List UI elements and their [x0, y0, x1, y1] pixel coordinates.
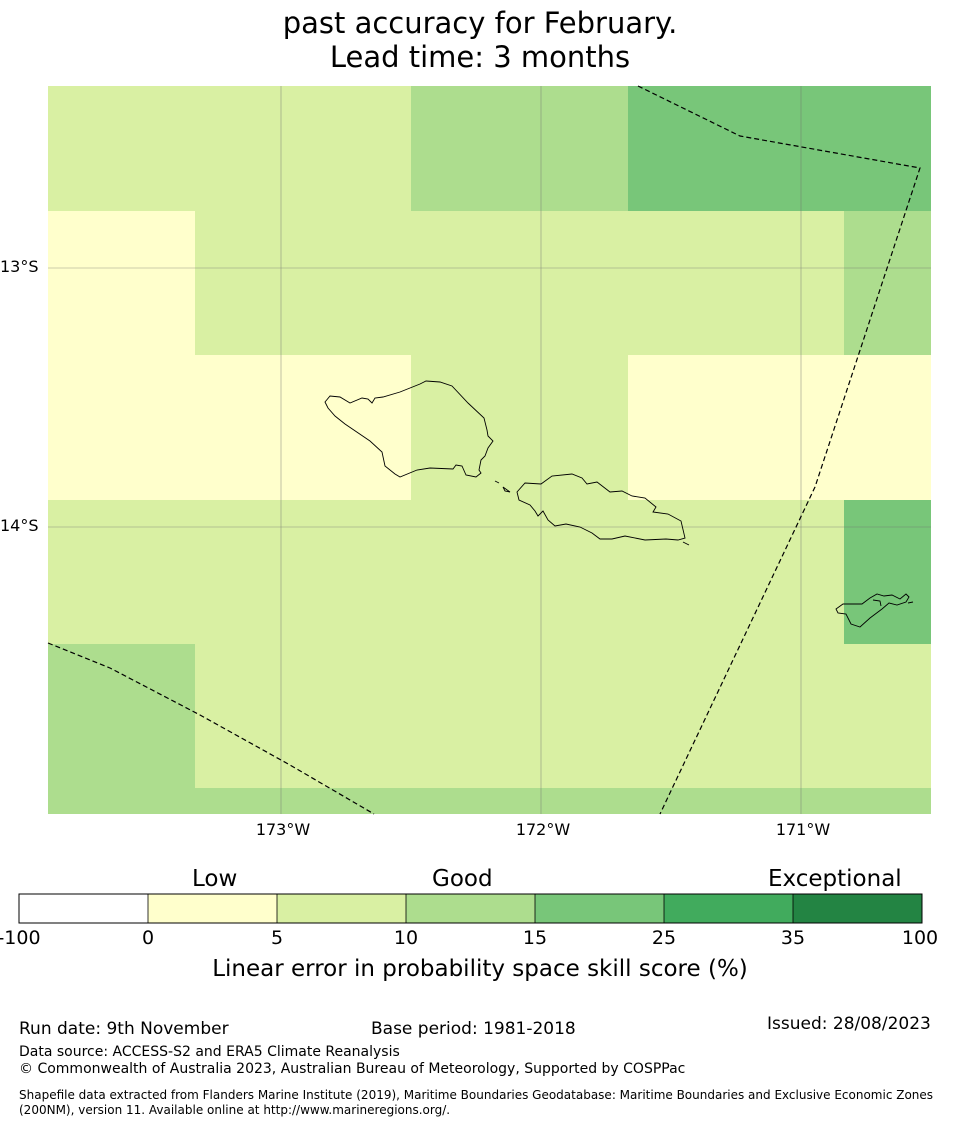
colorbar-tick: 15	[522, 927, 548, 949]
grid-cell	[411, 355, 628, 500]
grid-cell	[628, 86, 931, 211]
grid-cell	[48, 500, 844, 644]
lon-label-173w: 173°W	[255, 820, 311, 839]
grid-cell	[411, 86, 628, 211]
colorbar-tick: 100	[901, 927, 939, 949]
colorbar-tick: 35	[780, 927, 806, 949]
grid-cell	[844, 211, 931, 355]
grid-cell	[195, 644, 931, 788]
grid-cell	[48, 644, 195, 788]
lat-label-14s: 14°S	[0, 516, 39, 535]
colorbar-title: Linear error in probability space skill …	[212, 956, 748, 982]
colorbar-segment	[277, 894, 406, 923]
coastline	[324, 380, 914, 628]
grid-cell	[844, 500, 931, 644]
colorbar-category-good: Good	[432, 866, 493, 892]
skill-grid	[48, 86, 931, 814]
colorbar-segment	[535, 894, 664, 923]
colorbar-segment	[148, 894, 277, 923]
lon-label-172w: 172°W	[515, 820, 571, 839]
map-title-line-2: Lead time: 3 months	[329, 40, 631, 74]
graticule	[48, 86, 931, 814]
lat-label-13s: 13°S	[0, 257, 39, 276]
colorbar-tick: -100	[0, 927, 41, 949]
eez-boundary	[47, 85, 921, 815]
colorbar-tick: 25	[651, 927, 677, 949]
base-period: Base period: 1981-2018	[371, 1019, 576, 1039]
savaii-island	[324, 380, 494, 478]
colorbar-segment	[19, 894, 148, 923]
grid-cell	[48, 86, 411, 211]
colorbar-category-exceptional: Exceptional	[768, 866, 902, 892]
colorbar-tick: 10	[393, 927, 419, 949]
data-source: Data source: ACCESS-S2 and ERA5 Climate …	[19, 1044, 400, 1060]
colorbar-tick: 0	[141, 927, 155, 949]
shapefile-credit: Shapefile data extracted from Flanders M…	[19, 1088, 934, 1117]
grid-cell	[195, 211, 844, 355]
colorbar-segment	[406, 894, 535, 923]
lon-label-171w: 171°W	[775, 820, 831, 839]
grid-cell	[48, 788, 931, 814]
colorbar-tick: 5	[270, 927, 284, 949]
issued-date: Issued: 28/08/2023	[767, 1014, 931, 1034]
grid-cell	[628, 355, 931, 500]
colorbar-segment	[793, 894, 922, 923]
run-date: Run date: 9th November	[19, 1019, 229, 1039]
upolu-island	[516, 473, 686, 541]
colorbar-segment	[664, 894, 793, 923]
copyright: © Commonwealth of Australia 2023, Austra…	[19, 1061, 686, 1077]
colorbar-category-low: Low	[192, 866, 238, 892]
tutuila-island	[835, 593, 910, 628]
grid-cell	[48, 211, 195, 355]
map-title-line-1: past accuracy for February.	[282, 6, 678, 40]
